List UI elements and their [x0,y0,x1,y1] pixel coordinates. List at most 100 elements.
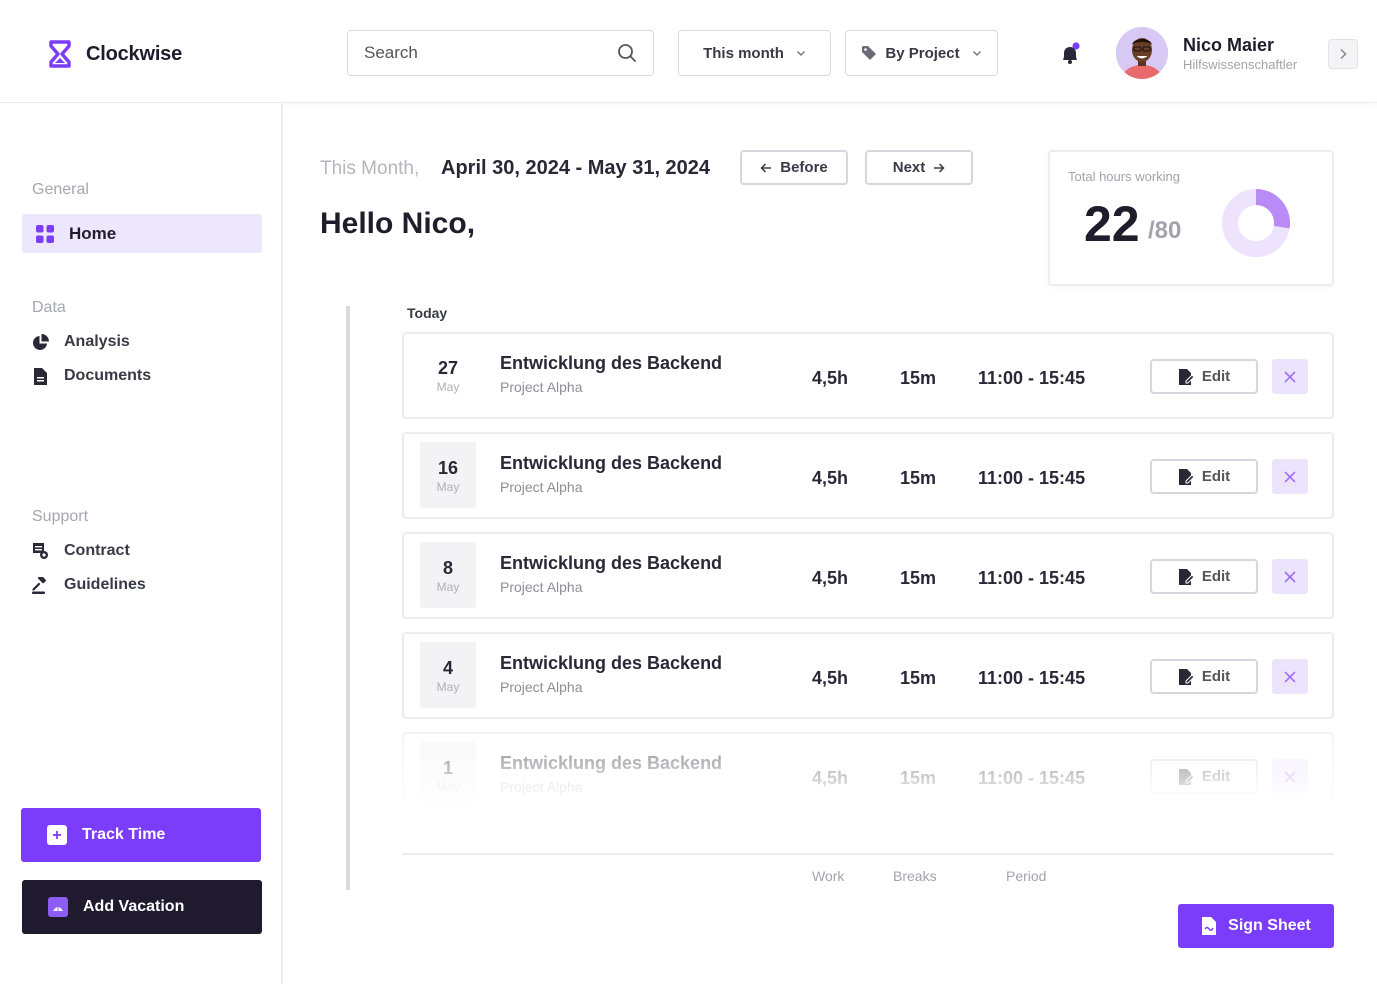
date-badge: 4 May [420,642,476,708]
edit-button[interactable]: Edit [1150,559,1258,594]
total-hours-card: Total hours working 22 /80 [1048,150,1334,286]
entry-title: Entwicklung des Backend [500,353,723,373]
document-icon [34,367,47,385]
entry-work: 4,5h [812,668,849,688]
entry-month: May [436,480,460,494]
chevron-down-icon [972,51,981,56]
entry-period: 11:00 - 15:45 [978,768,1086,788]
entry-project: Project Alpha [500,779,583,795]
notification-bell-icon[interactable] [1058,42,1082,66]
entry-project: Project Alpha [500,479,583,495]
edit-label: Edit [1201,668,1231,685]
track-time-button[interactable]: Track Time [21,808,261,862]
next-button[interactable]: Next [865,150,973,185]
edit-button[interactable]: Edit [1150,459,1258,494]
column-header-period: Period [1006,868,1047,884]
column-header-work: Work [812,868,845,884]
entry-period: 11:00 - 15:45 [978,568,1086,588]
edit-document-icon [1178,468,1194,485]
tag-icon [862,46,877,60]
greeting-heading: Hello Nico, [320,207,476,240]
date-badge: 16 May [420,442,476,508]
sidebar-item-label: Home [69,223,117,243]
time-entries-list: 27 May Entwicklung des Backend Project Alph… [402,332,1334,804]
avatar[interactable] [1116,27,1168,79]
before-label: Before [780,159,828,176]
sidebar-item-guidelines[interactable]: Guidelines [32,576,146,594]
entry-day: 1 [442,758,453,778]
time-entry-row: 8 May Entwicklung des Backend Project Alpha… [402,532,1334,619]
add-vacation-button[interactable]: Add Vacation [22,880,262,934]
period-filter-label: This month [703,44,784,62]
edit-document-icon [1178,668,1194,685]
edit-document-icon [1178,568,1194,585]
entry-title: Entwicklung des Backend [500,653,723,673]
entry-project: Project Alpha [500,579,583,595]
next-label: Next [892,159,926,176]
entry-day: 4 [442,658,453,678]
expand-button[interactable] [1328,39,1358,69]
entry-breaks: 15m [900,368,937,388]
timeline-line [346,306,350,890]
column-header-breaks: Breaks [893,868,937,884]
sidebar-item-home[interactable]: Home [22,214,262,253]
chevron-right-icon [1340,48,1347,60]
table-divider [402,853,1334,855]
arrow-left-icon [760,162,772,173]
before-button[interactable]: Before [740,150,848,185]
user-role: Hilfswissenschaftler [1183,57,1298,72]
delete-button[interactable] [1272,659,1308,694]
sidebar-item-documents[interactable]: Documents [32,367,151,385]
top-header: Clockwise This month By Project [0,0,1377,103]
delete-button[interactable] [1272,359,1308,394]
delete-button[interactable] [1272,759,1308,794]
entry-month: May [436,780,460,794]
entry-title: Entwicklung des Backend [500,453,723,473]
time-entry-row: 1 May Entwicklung des Backend Project Alpha… [402,732,1334,804]
entry-work: 4,5h [812,568,849,588]
edit-label: Edit [1201,768,1231,785]
today-label: Today [407,305,448,321]
entry-work: 4,5h [812,368,849,388]
gavel-icon [32,576,46,594]
entry-breaks: 15m [900,668,937,688]
search-icon[interactable] [617,43,637,63]
sidebar-item-contract[interactable]: Contract [32,542,130,560]
edit-label: Edit [1201,468,1231,485]
entry-day: 27 [437,358,459,378]
app-name: Clockwise [86,42,183,65]
time-entry-row: 27 May Entwicklung des Backend Project Alph… [402,332,1334,419]
close-icon [1284,770,1296,783]
sidebar-item-analysis[interactable]: Analysis [32,333,130,351]
entry-breaks: 15m [900,768,937,788]
date-badge: 27 May [420,342,476,408]
hours-donut-chart [1222,189,1290,257]
entry-work: 4,5h [812,768,849,788]
logo[interactable]: Clockwise [48,40,182,68]
period-filter-dropdown[interactable]: This month [678,30,831,76]
hourglass-logo-icon [49,40,71,68]
entry-period: 11:00 - 15:45 [978,368,1086,388]
entry-breaks: 15m [900,468,937,488]
sign-sheet-button[interactable]: Sign Sheet [1178,904,1334,948]
group-filter-dropdown[interactable]: By Project [845,30,998,76]
search-input[interactable] [364,43,617,63]
sidebar-item-label: Analysis [64,333,130,350]
delete-button[interactable] [1272,559,1308,594]
edit-button[interactable]: Edit [1150,359,1258,394]
section-label-support: Support [32,508,89,525]
hours-value: 22 [1084,196,1140,252]
entry-project: Project Alpha [500,379,583,395]
search-box[interactable] [347,30,654,76]
edit-button[interactable]: Edit [1150,759,1258,794]
entry-day: 8 [442,558,453,578]
delete-button[interactable] [1272,459,1308,494]
edit-button[interactable]: Edit [1150,659,1258,694]
user-name: Nico Maier [1183,35,1275,55]
close-icon [1284,470,1296,483]
entry-month: May [436,380,460,394]
entry-month: May [436,680,460,694]
pie-chart-icon [33,333,49,350]
vacation-icon [48,897,68,917]
